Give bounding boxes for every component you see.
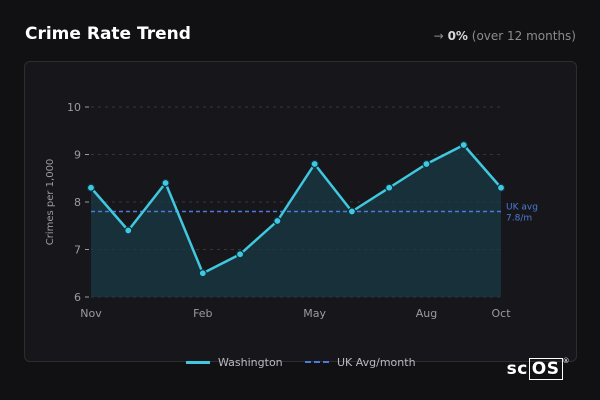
x-tick-label-nov: Nov bbox=[80, 307, 102, 320]
x-tick-label-aug: Aug bbox=[416, 307, 437, 320]
brand-prefix: sc bbox=[506, 359, 528, 379]
y-tick-label-9: 9 bbox=[74, 149, 81, 162]
legend-swatch-washington bbox=[186, 360, 210, 364]
data-point-0 bbox=[86, 183, 96, 192]
data-point-1 bbox=[124, 226, 133, 235]
series-line-washington bbox=[90, 143, 502, 275]
chart-title: Crime Rate Trend bbox=[25, 24, 191, 44]
change-period: (over 12 months) bbox=[471, 29, 576, 43]
change-summary: → 0% (over 12 months) bbox=[434, 29, 576, 43]
data-point-6 bbox=[310, 159, 319, 169]
x-tick-label-may: May bbox=[303, 307, 326, 320]
legend-swatch-uk-avg bbox=[305, 361, 329, 363]
reference-label-uk-avg: UK avg bbox=[506, 203, 538, 213]
legend-item-washington[interactable]: Washington bbox=[186, 354, 283, 370]
brand-logo: sc OS ® bbox=[506, 357, 570, 380]
trend-arrow-icon: → bbox=[433, 29, 444, 43]
data-point-3 bbox=[198, 269, 207, 278]
y-tick-label-8: 8 bbox=[74, 196, 81, 209]
x-tick-label-feb: Feb bbox=[193, 307, 212, 320]
x-tick-label-oct: Oct bbox=[491, 307, 511, 320]
legend-label-washington: Washington bbox=[218, 355, 283, 369]
data-point-4 bbox=[235, 250, 245, 259]
data-point-8 bbox=[385, 183, 394, 192]
brand-boxed: OS bbox=[528, 358, 563, 380]
brand-mark: ® bbox=[562, 357, 570, 366]
legend-item-uk-avg[interactable]: UK Avg/month bbox=[305, 354, 416, 370]
data-point-10 bbox=[459, 140, 468, 150]
data-point-9 bbox=[422, 159, 431, 169]
change-value: 0% bbox=[447, 29, 468, 43]
legend-label-uk-avg: UK Avg/month bbox=[337, 355, 416, 369]
chart-legend: Washington UK Avg/month bbox=[0, 354, 600, 370]
series-area-washington bbox=[91, 145, 501, 297]
data-point-5 bbox=[273, 216, 282, 226]
y-axis-label: Crimes per 1,000 bbox=[45, 159, 56, 246]
chart-header: Crime Rate Trend → 0% (over 12 months) bbox=[25, 24, 576, 52]
y-tick-label-6: 6 bbox=[74, 291, 81, 304]
data-point-2 bbox=[161, 178, 170, 188]
y-tick-label-10: 10 bbox=[67, 101, 81, 114]
y-tick-label-7: 7 bbox=[74, 244, 81, 257]
data-point-11 bbox=[496, 183, 506, 192]
data-point-7 bbox=[347, 207, 357, 216]
reference-value-uk-avg: 7.8/m bbox=[506, 214, 532, 224]
